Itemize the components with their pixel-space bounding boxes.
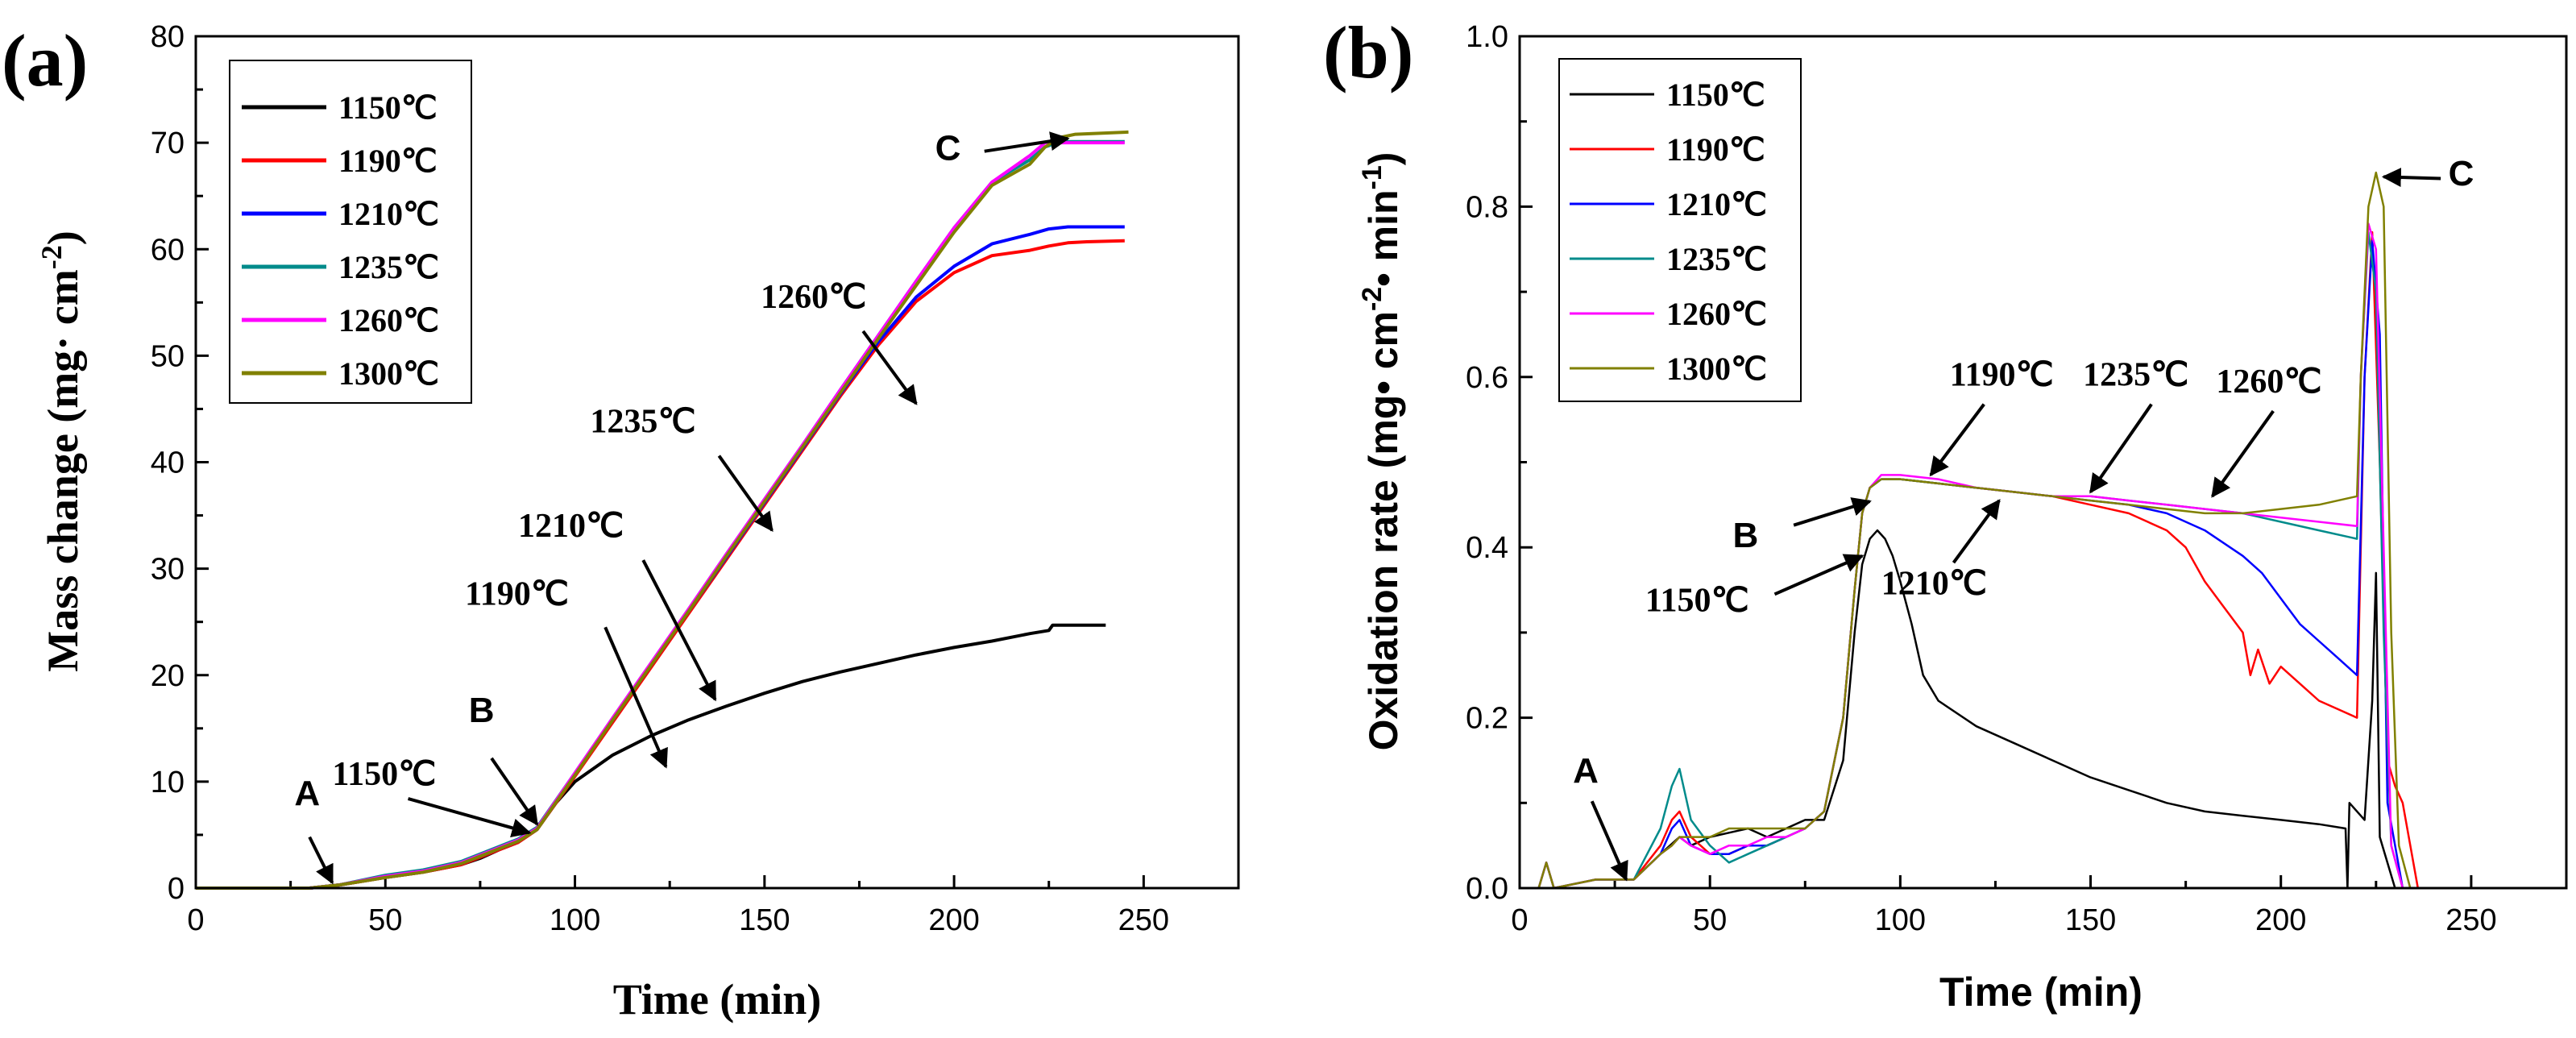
panel-a-series-group <box>196 130 1129 890</box>
a-x-tick-label: 100 <box>550 903 600 937</box>
b-x-tick-label: 100 <box>1875 903 1926 937</box>
a-y-tick-label: 30 <box>151 553 185 587</box>
panel-a-x-axis-title: Time (min) <box>613 975 821 1023</box>
a-y-tick-label: 70 <box>151 127 185 160</box>
annotation-label: 1260℃ <box>761 279 866 316</box>
annotation-arrow <box>407 797 532 838</box>
b-x-tick-label: 150 <box>2065 903 2116 937</box>
annotation-arrow <box>490 757 539 826</box>
annotation-arrow <box>1952 499 2001 564</box>
annotation-label: 1235℃ <box>2083 356 2188 393</box>
series-line-1300c <box>196 130 1129 890</box>
annotation-label: 1150℃ <box>1645 582 1749 619</box>
annotation-label: A <box>294 774 320 813</box>
a-x-tick-label: 50 <box>368 903 402 937</box>
annotation-arrow <box>641 559 717 702</box>
a-y-tick-label: 50 <box>151 339 185 373</box>
panel-b-y-axis-title: Oxidation rate (mg• cm-2• min-1) <box>1357 152 1406 751</box>
annotation-label: C <box>2449 154 2474 193</box>
panel-b-oxidation-rate-chart: (b) Time (min) Oxidation rate (mg• cm-2•… <box>1323 11 2568 1015</box>
annotation-arrow <box>1793 497 1872 527</box>
legend-label: 1190℃ <box>338 143 438 179</box>
panel-a-label: (a) <box>2 19 88 102</box>
annotation-label: 1260℃ <box>2216 363 2321 401</box>
annotation-arrow <box>1773 554 1865 596</box>
annotation-arrow <box>1929 403 1985 477</box>
a-y-tick-label: 20 <box>151 659 185 693</box>
annotation-arrow <box>2211 409 2275 498</box>
annotation-arrow <box>604 626 668 769</box>
annotation-arrow <box>1590 800 1628 882</box>
annotation-arrow <box>308 836 334 885</box>
annotation-label: 1210℃ <box>1881 565 1987 602</box>
panel-b-legend-frame <box>1558 58 1802 402</box>
a-x-tick-label: 200 <box>928 903 979 937</box>
annotation-label: 1210℃ <box>518 508 624 545</box>
panel-a-y-axis-title: Mass change (mg· cm-2) <box>35 230 87 671</box>
panel-b-legend: 1150℃ 1190℃ 1210℃ 1235℃ 1260℃ 1300℃ <box>1558 58 1802 402</box>
legend-label: 1210℃ <box>1666 186 1767 222</box>
panel-b-plot-frame <box>1518 35 2568 890</box>
b-y-tick-label: 0.2 <box>1466 702 1508 736</box>
a-y-tick-label: 10 <box>151 766 185 799</box>
panel-a-mass-change-chart: (a) Time (min) Mass change (mg· cm-2) 0 5… <box>2 19 1240 1023</box>
annotation-label: A <box>1573 751 1599 791</box>
a-y-tick-label: 60 <box>151 233 185 267</box>
a-x-tick-label: 250 <box>1118 903 1169 937</box>
annotation-label: 1235℃ <box>590 404 695 441</box>
b-y-tick-label: 0.6 <box>1466 361 1508 395</box>
annotation-label: B <box>1733 516 1759 555</box>
b-x-tick-label: 250 <box>2445 903 2496 937</box>
annotation-label: B <box>469 691 495 730</box>
b-x-tick-label: 200 <box>2255 903 2306 937</box>
panel-b-x-axis-title: Time (min) <box>1939 969 2143 1015</box>
legend-label: 1300℃ <box>1666 351 1767 387</box>
b-y-tick-label: 0.8 <box>1466 190 1508 224</box>
annotation-arrow <box>717 455 774 533</box>
panel-a-plot-frame <box>194 35 1240 890</box>
panel-b-label: (b) <box>1323 11 1413 93</box>
b-y-tick-label: 0.4 <box>1466 531 1508 565</box>
annotation-arrow <box>984 131 1070 153</box>
a-y-tick-label: 80 <box>151 20 185 54</box>
b-y-tick-label: 0.0 <box>1466 872 1508 906</box>
legend-label: 1235℃ <box>338 249 439 285</box>
panel-b-series-group <box>1520 171 2420 890</box>
annotation-arrow <box>2381 168 2441 188</box>
a-x-tick-label: 150 <box>739 903 790 937</box>
annotation-arrow <box>2089 403 2153 494</box>
legend-label: 1150℃ <box>1666 77 1765 113</box>
panel-a-legend-frame <box>229 60 472 404</box>
legend-label: 1190℃ <box>1666 131 1765 168</box>
a-x-tick-label: 0 <box>187 903 204 937</box>
legend-label: 1210℃ <box>338 196 439 232</box>
legend-label: 1300℃ <box>338 355 439 392</box>
annotation-label: 1150℃ <box>332 756 436 793</box>
legend-label: 1235℃ <box>1666 241 1767 277</box>
annotation-label: C <box>935 128 961 168</box>
b-x-tick-label: 50 <box>1693 903 1727 937</box>
b-x-tick-label: 0 <box>1511 903 1528 937</box>
annotation-label: 1190℃ <box>1950 356 2054 393</box>
series-line-1300c <box>1520 171 2412 890</box>
a-y-tick-label: 40 <box>151 446 185 480</box>
panel-a-legend: 1150℃ 1190℃ 1210℃ 1235℃ 1260℃ 1300℃ <box>229 60 472 404</box>
annotation-arrow <box>861 330 918 405</box>
a-y-tick-label: 0 <box>168 872 185 906</box>
b-y-tick-label: 1.0 <box>1466 20 1508 54</box>
legend-label: 1150℃ <box>338 89 438 126</box>
annotation-label: 1190℃ <box>465 576 569 613</box>
legend-label: 1260℃ <box>338 302 439 338</box>
legend-label: 1260℃ <box>1666 296 1767 332</box>
